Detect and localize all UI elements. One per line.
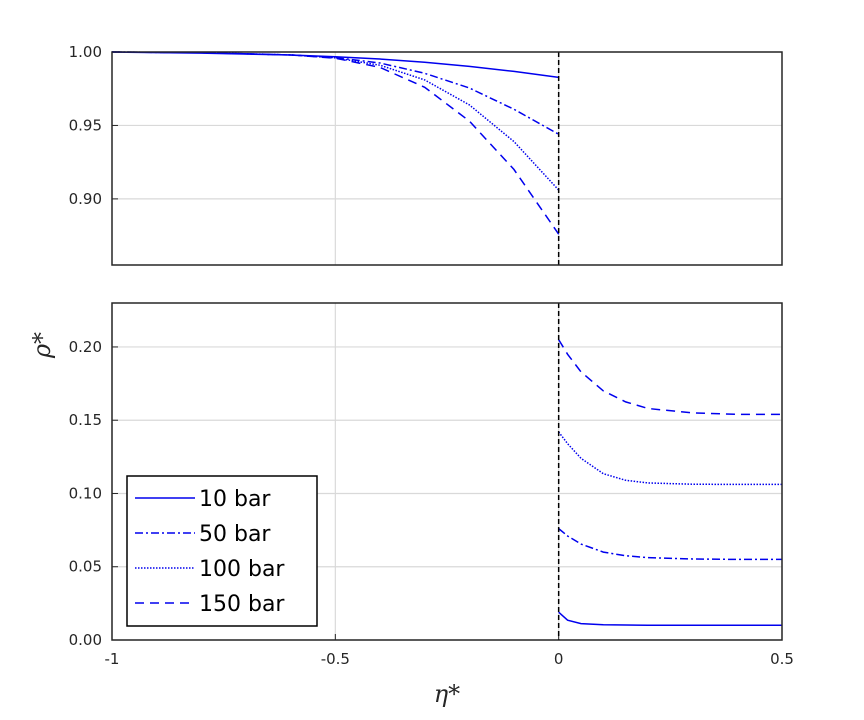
axes-frame: [111, 51, 783, 266]
series-line-150-bar: [558, 339, 782, 416]
y-tick-label: 0.10: [69, 484, 102, 502]
x-tick-label: -0.5: [321, 650, 350, 668]
legend-label: 10 bar: [199, 487, 271, 512]
x-tick-label: 0: [554, 650, 564, 668]
x-tick-label: -1: [105, 650, 120, 668]
legend-label: 100 bar: [199, 557, 285, 582]
x-tick-label: 0.5: [770, 650, 794, 668]
series-line-100-bar: [558, 431, 782, 486]
legend-label: 50 bar: [199, 522, 271, 547]
y-tick-label: 0.15: [69, 411, 102, 429]
y-tick-label: 1.00: [69, 43, 102, 61]
y-tick-label: 0.00: [69, 631, 102, 649]
legend-box: [126, 475, 318, 627]
y-axis-label: ρ*: [28, 332, 56, 359]
series-line-50-bar: [558, 528, 782, 561]
y-tick-label: 0.90: [69, 190, 102, 208]
top-panel: 0.90 0.95 1.00: [69, 43, 783, 266]
bottom-panel: 0.00 0.05 0.10 0.15 0.20 -1 -0.5 0 0.5: [69, 302, 794, 668]
y-tick-label: 0.95: [69, 116, 102, 134]
series-line-100-bar: [111, 51, 560, 191]
series-line-50-bar: [111, 51, 560, 135]
legend-label: 150 bar: [199, 592, 285, 617]
legend: 10 bar 50 bar 100 bar 150 bar: [126, 475, 318, 627]
y-tick-label: 0.05: [69, 558, 102, 576]
series-line-10-bar: [558, 611, 782, 626]
y-tick-label: 0.20: [69, 338, 102, 356]
x-axis-label: η*: [434, 680, 460, 708]
axes-frame: [111, 302, 783, 641]
